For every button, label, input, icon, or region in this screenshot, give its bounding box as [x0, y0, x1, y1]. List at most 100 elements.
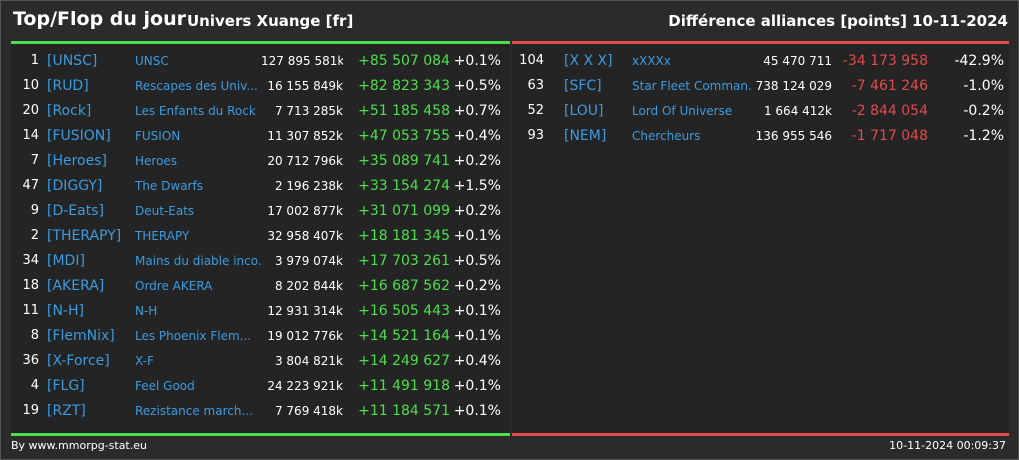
alliance-points: 1 664 412k: [763, 104, 832, 118]
alliance-tag-link[interactable]: [AKERA]: [47, 278, 105, 294]
alliance-tag-link[interactable]: [UNSC]: [47, 53, 98, 69]
metric-label: Différence alliances [points]: [668, 12, 907, 30]
points-delta: +14 249 627: [358, 353, 450, 369]
alliance-tag-link[interactable]: [X-Force]: [47, 353, 110, 369]
percent-change: -1.2%: [963, 128, 1004, 144]
header-date: 10-11-2024: [912, 12, 1008, 30]
percent-change: -1.0%: [963, 78, 1004, 94]
list-item: 8 [FlemNix] Les Phoenix Flem... 19 012 776k…: [11, 324, 510, 349]
alliance-tag-link[interactable]: [FLG]: [47, 378, 85, 394]
alliance-tag-link[interactable]: [RUD]: [47, 78, 89, 94]
alliance-name-link[interactable]: The Dwarfs: [135, 179, 203, 193]
alliance-name-link[interactable]: Ordre AKERA: [135, 279, 213, 293]
points-delta: +51 185 458: [358, 103, 450, 119]
percent-change: +0.4%: [453, 128, 501, 144]
points-delta: -2 844 054: [851, 103, 928, 119]
alliance-name-link[interactable]: Chercheurs: [632, 129, 701, 143]
percent-change: +0.7%: [453, 103, 501, 119]
alliance-rank: 2: [30, 228, 39, 243]
alliance-points: 136 955 546: [755, 129, 832, 143]
alliance-name-link[interactable]: UNSC: [135, 54, 169, 68]
alliance-points: 8 202 844k: [274, 279, 343, 293]
alliance-rank: 11: [22, 303, 39, 318]
alliance-points: 19 012 776k: [267, 329, 343, 343]
alliance-points: 16 155 849k: [267, 79, 343, 93]
percent-change: +0.1%: [453, 228, 501, 244]
points-delta: +18 181 345: [358, 228, 450, 244]
alliance-tag-link[interactable]: [SFC]: [564, 78, 602, 94]
alliance-tag-link[interactable]: [DIGGY]: [47, 178, 103, 194]
alliance-name-link[interactable]: N-H: [135, 304, 158, 318]
alliance-points: 11 307 852k: [267, 129, 343, 143]
list-item: 104 [X X X] xXXXx 45 470 711 -34 173 958 -42.…: [512, 49, 1009, 74]
percent-change: +0.5%: [453, 253, 501, 269]
alliance-name-link[interactable]: Les Phoenix Flem...: [135, 329, 252, 343]
alliance-points: 7 769 418k: [274, 404, 343, 418]
alliance-name-link[interactable]: xXXXx: [632, 54, 671, 68]
alliance-tag-link[interactable]: [D-Eats]: [47, 203, 104, 219]
alliance-points: 127 895 581k: [261, 54, 343, 68]
alliance-name-link[interactable]: Star Fleet Comman...: [632, 79, 752, 93]
alliance-tag-link[interactable]: [MDI]: [47, 253, 85, 269]
points-delta: -7 461 246: [851, 78, 928, 94]
top-panel-top-bar: [11, 41, 510, 44]
alliance-points: 3 804 821k: [274, 354, 343, 368]
flop-panel-top-bar: [512, 41, 1009, 44]
alliance-name-link[interactable]: Heroes: [135, 154, 178, 168]
top-panel-bottom-bar: [11, 433, 510, 436]
alliance-tag-link[interactable]: [RZT]: [47, 403, 86, 419]
list-item: 9 [D-Eats] Deut-Eats 17 002 877k +31 071 099…: [11, 199, 510, 224]
alliance-rank: 93: [527, 128, 544, 143]
list-item: 1 [UNSC] UNSC 127 895 581k +85 507 084 +0.1%: [11, 49, 510, 74]
alliance-tag-link[interactable]: [Heroes]: [47, 153, 107, 169]
alliance-rank: 52: [527, 103, 544, 118]
alliance-tag-link[interactable]: [Rock]: [47, 103, 92, 119]
percent-change: +0.2%: [453, 153, 501, 169]
alliance-points: 738 124 029: [755, 79, 832, 93]
alliance-name-link[interactable]: Les Enfants du Rock: [135, 104, 256, 118]
alliance-rank: 18: [22, 278, 39, 293]
alliance-name-link[interactable]: FUSION: [135, 129, 181, 143]
alliance-rank: 36: [22, 353, 39, 368]
alliance-name-link[interactable]: Deut-Eats: [135, 204, 195, 218]
percent-change: +0.1%: [453, 378, 501, 394]
alliance-tag-link[interactable]: [THERAPY]: [47, 228, 122, 244]
header: Top/Flop du jour Univers Xuange [fr] Dif…: [1, 1, 1019, 41]
alliance-rank: 34: [22, 253, 39, 268]
points-delta: +11 491 918: [358, 378, 450, 394]
alliance-tag-link[interactable]: [FUSION]: [47, 128, 111, 144]
alliance-name-link[interactable]: Rezistance march...: [135, 404, 253, 418]
alliance-points: 7 713 285k: [274, 104, 343, 118]
alliance-name-link[interactable]: Feel Good: [135, 379, 195, 393]
alliance-points: 17 002 877k: [267, 204, 343, 218]
points-delta: +17 703 261: [358, 253, 450, 269]
alliance-tag-link[interactable]: [X X X]: [564, 53, 613, 69]
alliance-rank: 20: [22, 103, 39, 118]
alliance-tag-link[interactable]: [N-H]: [47, 303, 84, 319]
alliance-tag-link[interactable]: [NEM]: [564, 128, 607, 144]
alliance-rank: 9: [30, 203, 39, 218]
source-credit[interactable]: By www.mmorpg-stat.eu: [11, 439, 147, 452]
alliance-tag-link[interactable]: [LOU]: [564, 103, 604, 119]
alliance-rank: 1: [30, 53, 39, 68]
percent-change: +0.1%: [453, 403, 501, 419]
list-item: 93 [NEM] Chercheurs 136 955 546 -1 717 048 -1…: [512, 124, 1009, 149]
list-item: 63 [SFC] Star Fleet Comman... 738 124 029 -7…: [512, 74, 1009, 99]
points-delta: +82 823 343: [358, 78, 450, 94]
alliance-name-link[interactable]: X-F: [135, 354, 154, 368]
list-item: 20 [Rock] Les Enfants du Rock 7 713 285k +51…: [11, 99, 510, 124]
list-item: 36 [X-Force] X-F 3 804 821k +14 249 627 +0.4%: [11, 349, 510, 374]
list-item: 19 [RZT] Rezistance march... 7 769 418k +11 …: [11, 399, 510, 424]
flop-panel: 104 [X X X] xXXXx 45 470 711 -34 173 958 -42.…: [512, 41, 1009, 436]
alliance-name-link[interactable]: Lord Of Universe: [632, 104, 733, 118]
points-delta: +14 521 164: [358, 328, 450, 344]
alliance-points: 2 196 238k: [274, 179, 343, 193]
alliance-name-link[interactable]: THERAPY: [135, 229, 190, 243]
alliance-rank: 47: [22, 178, 39, 193]
alliance-points: 45 470 711: [763, 54, 832, 68]
alliance-name-link[interactable]: Rescapes des Univ...: [135, 79, 258, 93]
alliance-tag-link[interactable]: [FlemNix]: [47, 328, 115, 344]
alliance-name-link[interactable]: Mains du diable inco...: [135, 254, 263, 268]
list-item: 47 [DIGGY] The Dwarfs 2 196 238k +33 154 274…: [11, 174, 510, 199]
